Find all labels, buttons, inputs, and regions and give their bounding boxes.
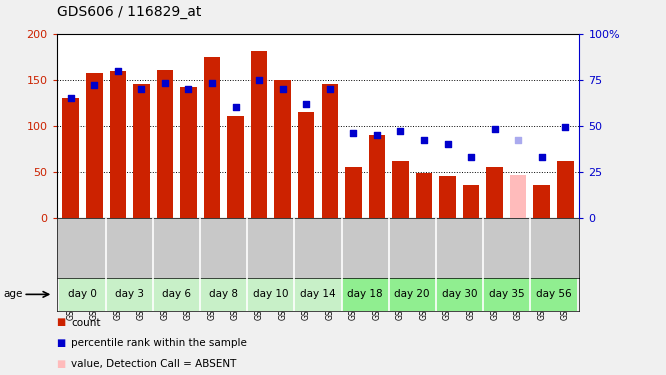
Point: [183, 86, 194, 92]
Bar: [510, 175, 526, 217]
Bar: [342, 278, 389, 311]
Point: [206, 80, 217, 86]
Text: age: age: [3, 290, 23, 299]
Bar: [274, 80, 291, 218]
Text: day 14: day 14: [300, 290, 336, 299]
Text: GDS606 / 116829_at: GDS606 / 116829_at: [57, 5, 201, 19]
Point: [160, 80, 170, 86]
Text: ■: ■: [57, 338, 66, 348]
Point: [348, 130, 359, 136]
Bar: [204, 57, 220, 217]
Point: [513, 137, 523, 143]
Point: [442, 141, 453, 147]
Bar: [486, 167, 503, 218]
Text: day 18: day 18: [347, 290, 383, 299]
Text: day 35: day 35: [489, 290, 524, 299]
Point: [254, 77, 264, 83]
Bar: [110, 70, 126, 217]
Bar: [180, 87, 196, 218]
Point: [277, 86, 288, 92]
Bar: [247, 278, 294, 311]
Bar: [416, 173, 432, 217]
Text: day 20: day 20: [394, 290, 430, 299]
Point: [466, 154, 476, 160]
Bar: [389, 278, 436, 311]
Bar: [63, 98, 79, 218]
Text: day 30: day 30: [442, 290, 477, 299]
Bar: [345, 167, 362, 218]
Point: [395, 128, 406, 134]
Bar: [298, 112, 314, 218]
Point: [113, 68, 123, 74]
Bar: [59, 278, 106, 311]
Text: value, Detection Call = ABSENT: value, Detection Call = ABSENT: [71, 359, 236, 369]
Bar: [294, 278, 342, 311]
Bar: [86, 73, 103, 217]
Text: day 0: day 0: [68, 290, 97, 299]
Bar: [530, 278, 577, 311]
Point: [230, 104, 241, 110]
Text: ■: ■: [57, 318, 66, 327]
Point: [536, 154, 547, 160]
Bar: [133, 84, 150, 218]
Text: percentile rank within the sample: percentile rank within the sample: [71, 338, 247, 348]
Text: day 8: day 8: [209, 290, 238, 299]
Point: [560, 124, 571, 130]
Point: [324, 86, 335, 92]
Text: day 6: day 6: [163, 290, 191, 299]
Bar: [153, 278, 200, 311]
Point: [301, 100, 312, 106]
Bar: [557, 160, 573, 218]
Point: [89, 82, 100, 88]
Point: [65, 95, 76, 101]
Text: day 56: day 56: [535, 290, 571, 299]
Point: [372, 132, 382, 138]
Bar: [440, 176, 456, 218]
Bar: [106, 278, 153, 311]
Text: ■: ■: [57, 359, 66, 369]
Bar: [436, 278, 483, 311]
Bar: [227, 116, 244, 218]
Bar: [392, 162, 409, 218]
Bar: [157, 70, 173, 217]
Bar: [533, 185, 550, 218]
Point: [419, 137, 430, 143]
Bar: [322, 84, 338, 218]
Point: [136, 86, 147, 92]
Bar: [251, 51, 267, 217]
Text: count: count: [71, 318, 101, 327]
Point: [490, 126, 500, 132]
Bar: [369, 135, 385, 218]
Bar: [200, 278, 247, 311]
Text: day 10: day 10: [253, 290, 288, 299]
Bar: [483, 278, 530, 311]
Text: day 3: day 3: [115, 290, 144, 299]
Bar: [463, 185, 480, 218]
